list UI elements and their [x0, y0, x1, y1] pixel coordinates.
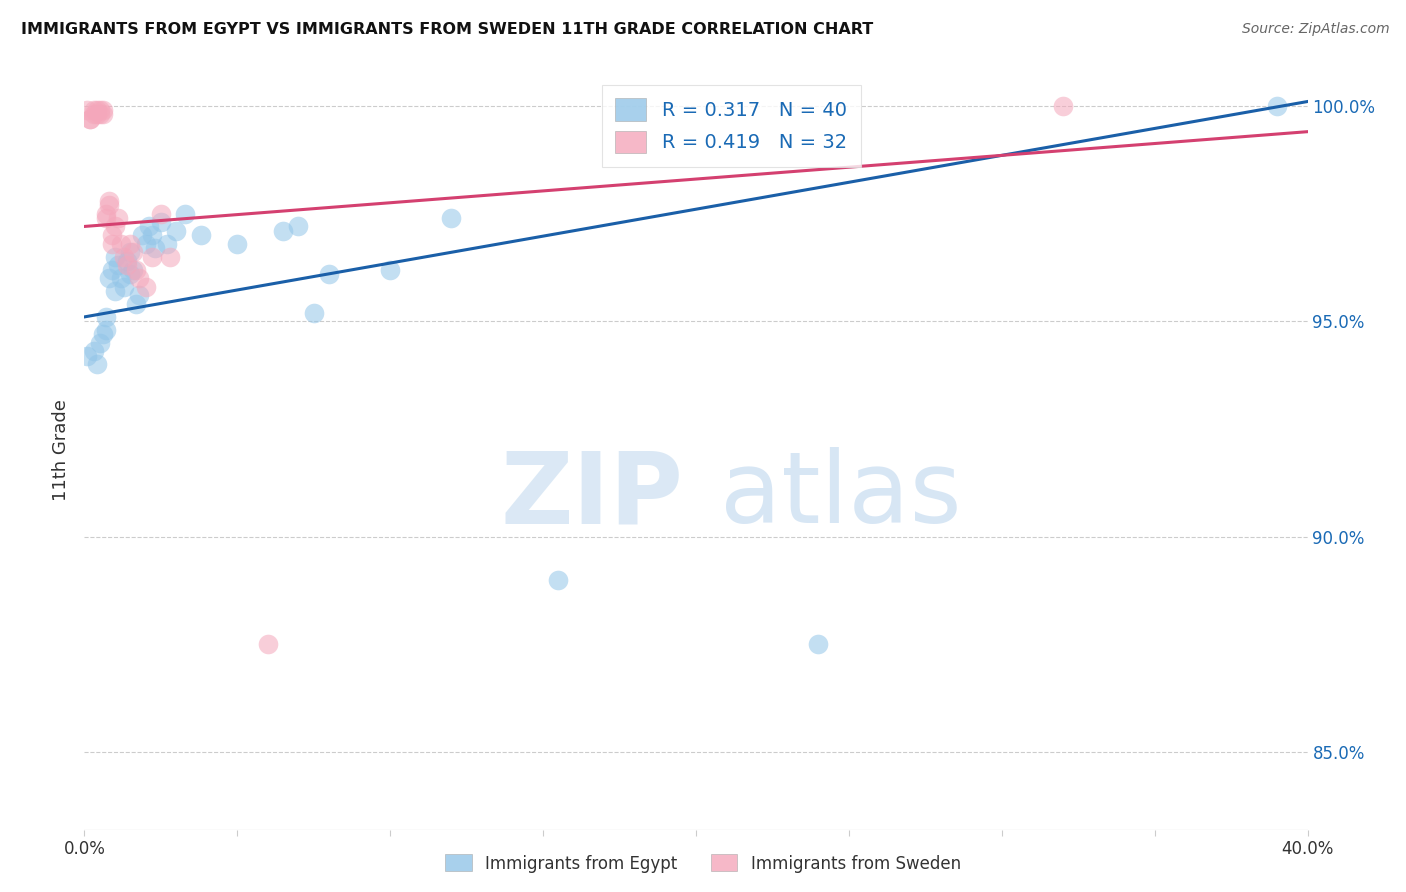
- Point: [1265, 99, 1288, 113]
- Point: [547, 573, 569, 587]
- Point: [131, 228, 153, 243]
- Point: [97, 198, 120, 212]
- Point: [97, 271, 120, 285]
- Point: [1052, 99, 1074, 113]
- Point: [86, 103, 108, 117]
- Point: [141, 228, 163, 243]
- Point: [120, 236, 142, 251]
- Point: [149, 215, 172, 229]
- Point: [76, 103, 98, 117]
- Point: [159, 250, 181, 264]
- Point: [120, 245, 142, 260]
- Text: ZIP: ZIP: [501, 448, 683, 544]
- Point: [156, 236, 179, 251]
- Point: [257, 637, 280, 651]
- Point: [122, 245, 145, 260]
- Point: [110, 236, 132, 251]
- Point: [101, 228, 124, 243]
- Point: [287, 219, 309, 234]
- Point: [79, 112, 101, 126]
- Point: [115, 258, 138, 272]
- Point: [226, 236, 249, 251]
- Point: [83, 103, 105, 117]
- Point: [104, 250, 127, 264]
- Point: [112, 279, 135, 293]
- Point: [138, 219, 160, 234]
- Point: [83, 107, 105, 121]
- Point: [440, 211, 463, 225]
- Legend: R = 0.317   N = 40, R = 0.419   N = 32: R = 0.317 N = 40, R = 0.419 N = 32: [602, 85, 860, 167]
- Point: [97, 194, 120, 208]
- Text: Source: ZipAtlas.com: Source: ZipAtlas.com: [1241, 22, 1389, 37]
- Point: [89, 103, 111, 117]
- Point: [94, 206, 117, 220]
- Point: [83, 344, 105, 359]
- Point: [135, 236, 157, 251]
- Point: [128, 288, 150, 302]
- Point: [380, 262, 402, 277]
- Point: [115, 253, 138, 268]
- Point: [91, 327, 114, 342]
- Point: [125, 262, 148, 277]
- Point: [94, 211, 117, 225]
- Point: [190, 228, 212, 243]
- Point: [122, 262, 145, 277]
- Point: [86, 357, 108, 371]
- Point: [79, 112, 101, 126]
- Point: [135, 279, 157, 293]
- Point: [149, 206, 172, 220]
- Point: [86, 107, 108, 121]
- Point: [120, 267, 142, 281]
- Point: [94, 310, 117, 324]
- Point: [101, 262, 124, 277]
- Point: [89, 335, 111, 350]
- Point: [302, 305, 325, 319]
- Point: [91, 107, 114, 121]
- Point: [271, 224, 294, 238]
- Point: [165, 224, 187, 238]
- Point: [101, 236, 124, 251]
- Point: [174, 206, 197, 220]
- Point: [76, 349, 98, 363]
- Point: [807, 637, 830, 651]
- Point: [104, 219, 127, 234]
- Point: [125, 297, 148, 311]
- Legend: Immigrants from Egypt, Immigrants from Sweden: Immigrants from Egypt, Immigrants from S…: [439, 847, 967, 880]
- Y-axis label: 11th Grade: 11th Grade: [52, 400, 70, 501]
- Point: [91, 103, 114, 117]
- Point: [112, 250, 135, 264]
- Point: [107, 258, 129, 272]
- Point: [141, 250, 163, 264]
- Point: [143, 241, 166, 255]
- Point: [128, 271, 150, 285]
- Point: [110, 271, 132, 285]
- Point: [94, 323, 117, 337]
- Point: [107, 211, 129, 225]
- Text: atlas: atlas: [720, 448, 962, 544]
- Point: [104, 284, 127, 298]
- Point: [89, 107, 111, 121]
- Point: [318, 267, 340, 281]
- Text: IMMIGRANTS FROM EGYPT VS IMMIGRANTS FROM SWEDEN 11TH GRADE CORRELATION CHART: IMMIGRANTS FROM EGYPT VS IMMIGRANTS FROM…: [21, 22, 873, 37]
